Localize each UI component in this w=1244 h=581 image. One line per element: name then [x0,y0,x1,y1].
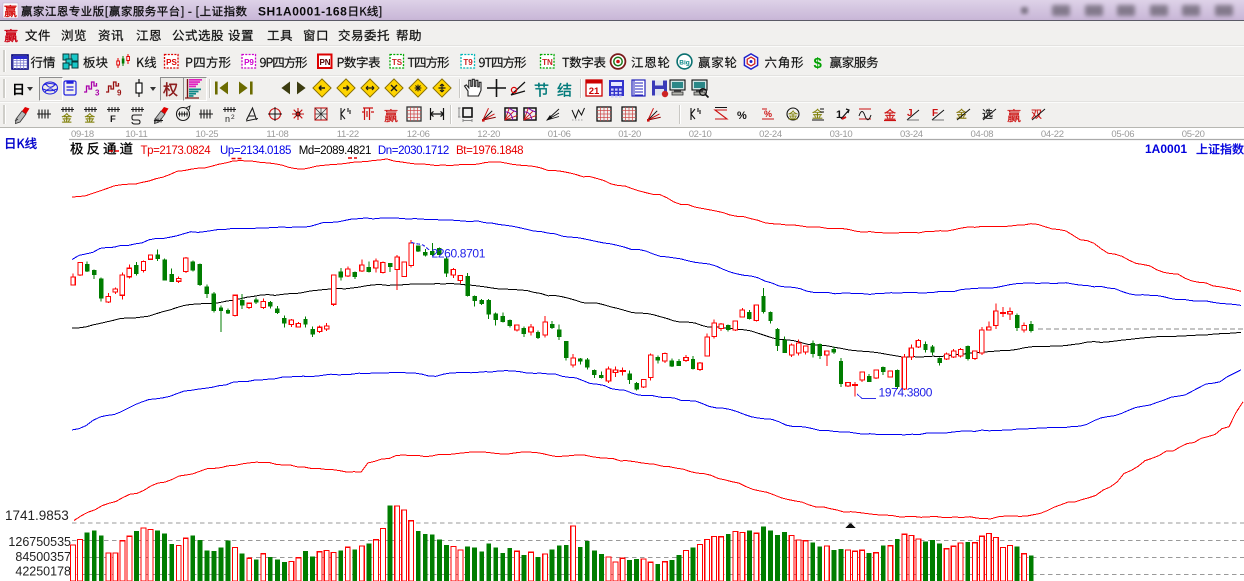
svg-text:F: F [110,114,116,125]
svg-text:09-18: 09-18 [71,129,94,140]
svg-text:1974.3800: 1974.3800 [879,386,933,400]
svg-text:2: 2 [231,114,235,121]
svg-text:Md=2089.4821: Md=2089.4821 [299,145,371,157]
svg-text:11-08: 11-08 [266,129,288,140]
svg-text:42250178: 42250178 [15,565,71,579]
svg-text:12-06: 12-06 [407,129,430,140]
svg-text:T9: T9 [463,58,473,67]
svg-text:Tp=2173.0824: Tp=2173.0824 [141,145,212,157]
svg-text:01-20: 01-20 [618,129,641,140]
svg-text:TS: TS [392,58,403,67]
svg-text:PS: PS [166,58,177,67]
svg-text:12-20: 12-20 [477,129,500,140]
svg-text:126750535: 126750535 [8,535,71,549]
svg-text:TN: TN [542,58,553,67]
svg-text:05-06: 05-06 [1111,129,1134,140]
svg-text:02-24: 02-24 [759,129,782,140]
svg-text:J: J [907,108,913,119]
svg-text:05-20: 05-20 [1182,129,1205,140]
svg-text:F: F [932,108,938,119]
svg-text:10-25: 10-25 [195,129,218,140]
svg-text:%: % [737,110,747,122]
svg-text:1: 1 [836,109,842,121]
svg-text:03-10: 03-10 [830,129,853,140]
svg-text:PN: PN [319,58,330,67]
svg-text:21: 21 [589,86,600,97]
svg-text:SH1A0001-168: SH1A0001-168 [258,5,347,19]
svg-text:84500357: 84500357 [15,550,71,564]
svg-text:1A0001: 1A0001 [1145,142,1187,156]
svg-text:%: % [764,109,772,119]
svg-text:n: n [225,114,230,124]
svg-text:10-11: 10-11 [125,129,147,140]
svg-text:9: 9 [117,89,122,98]
svg-text:2260.8701: 2260.8701 [432,247,486,261]
svg-text:04-22: 04-22 [1041,129,1064,140]
svg-text:02-10: 02-10 [689,129,712,140]
svg-text:Bt=1976.1848: Bt=1976.1848 [456,145,523,157]
svg-text:P9: P9 [244,58,254,67]
svg-text:$: $ [814,55,823,72]
svg-text:11-22: 11-22 [337,129,359,140]
svg-text:Big: Big [679,60,690,67]
svg-text:Up=2134.0185: Up=2134.0185 [220,145,291,157]
svg-text:Dn=2030.1712: Dn=2030.1712 [378,145,449,157]
svg-text:1741.9853: 1741.9853 [5,508,69,523]
svg-text:03-24: 03-24 [900,129,923,140]
svg-text:01-06: 01-06 [548,129,571,140]
svg-text:04-08: 04-08 [970,129,993,140]
svg-text:3: 3 [95,89,100,98]
